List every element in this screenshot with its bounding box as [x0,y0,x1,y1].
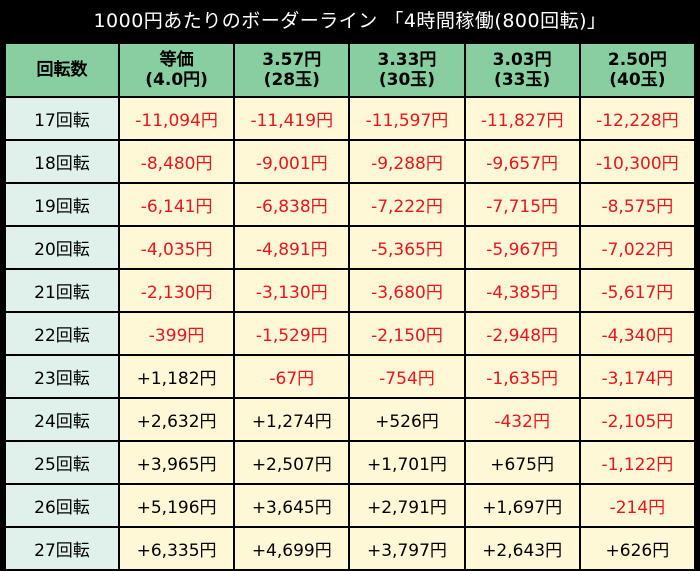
value-cell: -4,891円 [235,227,349,268]
column-header-sub: (28玉) [263,70,320,90]
value-cell: -4,035円 [120,227,234,268]
table-row: 24回転 +2,632円 +1,274円 +526円 -432円 -2,105円 [6,399,694,440]
row-header: 17回転 [6,98,118,139]
value-cell: -67円 [235,356,349,397]
value-cell: -10,300円 [580,141,694,182]
column-header-rate: 等価 [159,50,194,70]
row-header: 25回転 [6,442,118,483]
column-header: 等価 (4.0円) [120,44,234,96]
value-cell: -6,838円 [235,184,349,225]
column-header: 3.33円 (30玉) [350,44,464,96]
row-header: 18回転 [6,141,118,182]
value-cell: -11,827円 [465,98,579,139]
value-cell: +2,507円 [235,442,349,483]
value-cell: -11,597円 [350,98,464,139]
value-cell: +526円 [350,399,464,440]
column-header-sub: (4.0円) [145,70,208,90]
value-cell: +4,699円 [235,528,349,569]
header-row: 回転数 等価 (4.0円) 3.57円 (28玉) 3.33円 (30玉) 3.03円… [6,44,694,96]
value-cell: -5,365円 [350,227,464,268]
value-cell: -754円 [350,356,464,397]
column-header-sub: (33玉) [494,70,551,90]
value-cell: -6,141円 [120,184,234,225]
table-row: 26回転 +5,196円 +3,645円 +2,791円 +1,697円 -214円 [6,485,694,526]
value-cell: -7,022円 [580,227,694,268]
value-cell: +5,196円 [120,485,234,526]
value-cell: +626円 [580,528,694,569]
row-header: 21回転 [6,270,118,311]
value-cell: +1,697円 [465,485,579,526]
value-cell: -7,222円 [350,184,464,225]
table-body: 17回転 -11,094円 -11,419円 -11,597円 -11,827円 -12,… [6,98,694,569]
table-title: 1000円あたりのボーダーライン 「4時間稼働(800回転)」 [93,10,607,32]
table-row: 19回転 -6,141円 -6,838円 -7,222円 -7,715円 -8,575円 [6,184,694,225]
row-header: 24回転 [6,399,118,440]
column-header: 3.03円 (33玉) [465,44,579,96]
value-cell: -5,967円 [465,227,579,268]
column-header: 3.57円 (28玉) [235,44,349,96]
table-row: 25回転 +3,965円 +2,507円 +1,701円 +675円 -1,122円 [6,442,694,483]
value-cell: +2,632円 [120,399,234,440]
value-cell: -11,094円 [120,98,234,139]
row-header: 19回転 [6,184,118,225]
value-cell: -12,228円 [580,98,694,139]
border-line-table: 回転数 等価 (4.0円) 3.57円 (28玉) 3.33円 (30玉) 3.03円… [4,42,696,571]
table-row: 21回転 -2,130円 -3,130円 -3,680円 -4,385円 -5,617円 [6,270,694,311]
column-header-rate: 3.57円 [262,50,322,70]
value-cell: -1,529円 [235,313,349,354]
value-cell: +3,965円 [120,442,234,483]
value-cell: -9,657円 [465,141,579,182]
value-cell: +675円 [465,442,579,483]
value-cell: -8,480円 [120,141,234,182]
value-cell: +1,701円 [350,442,464,483]
value-cell: +3,797円 [350,528,464,569]
table-row: 27回転 +6,335円 +4,699円 +3,797円 +2,643円 +626円 [6,528,694,569]
value-cell: +2,791円 [350,485,464,526]
column-header: 2.50円 (40玉) [580,44,694,96]
table-row: 18回転 -8,480円 -9,001円 -9,288円 -9,657円 -10,300円 [6,141,694,182]
value-cell: -3,130円 [235,270,349,311]
value-cell: -214円 [580,485,694,526]
column-header-sub: (30玉) [378,70,436,90]
value-cell: -1,122円 [580,442,694,483]
value-cell: +3,645円 [235,485,349,526]
table-row: 22回転 -399円 -1,529円 -2,150円 -2,948円 -4,340円 [6,313,694,354]
table-row: 17回転 -11,094円 -11,419円 -11,597円 -11,827円 -12,… [6,98,694,139]
value-cell: -2,105円 [580,399,694,440]
value-cell: +2,643円 [465,528,579,569]
value-cell: -7,715円 [465,184,579,225]
value-cell: -5,617円 [580,270,694,311]
row-header: 26回転 [6,485,118,526]
column-header-rate: 3.33円 [377,50,437,70]
value-cell: +6,335円 [120,528,234,569]
table-row: 20回転 -4,035円 -4,891円 -5,365円 -5,967円 -7,022円 [6,227,694,268]
value-cell: -2,130円 [120,270,234,311]
row-header: 20回転 [6,227,118,268]
corner-header: 回転数 [6,44,118,96]
value-cell: -399円 [120,313,234,354]
value-cell: -2,948円 [465,313,579,354]
value-cell: +1,182円 [120,356,234,397]
value-cell: -4,385円 [465,270,579,311]
column-header-rate: 3.03円 [492,50,552,70]
value-cell: -4,340円 [580,313,694,354]
row-header: 27回転 [6,528,118,569]
column-header-sub: (40玉) [609,70,666,90]
value-cell: -1,635円 [465,356,579,397]
value-cell: -3,174円 [580,356,694,397]
value-cell: -9,001円 [235,141,349,182]
value-cell: -11,419円 [235,98,349,139]
value-cell: -9,288円 [350,141,464,182]
value-cell: +1,274円 [235,399,349,440]
value-cell: -8,575円 [580,184,694,225]
row-header: 22回転 [6,313,118,354]
value-cell: -3,680円 [350,270,464,311]
value-cell: -432円 [465,399,579,440]
row-header: 23回転 [6,356,118,397]
column-header-rate: 2.50円 [607,50,667,70]
table-row: 23回転 +1,182円 -67円 -754円 -1,635円 -3,174円 [6,356,694,397]
value-cell: -2,150円 [350,313,464,354]
